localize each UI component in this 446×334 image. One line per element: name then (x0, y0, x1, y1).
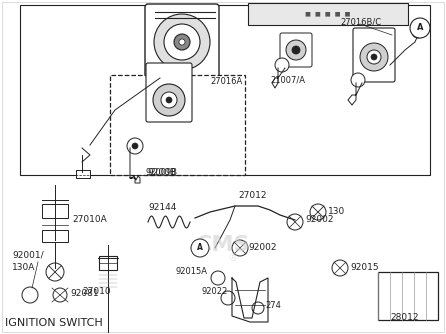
Text: CMS: CMS (196, 235, 250, 255)
Text: 92144: 92144 (148, 203, 176, 212)
Circle shape (371, 54, 377, 60)
Circle shape (22, 287, 38, 303)
Text: 28012: 28012 (390, 313, 418, 322)
Circle shape (211, 271, 225, 285)
Text: 274: 274 (265, 302, 281, 311)
Circle shape (154, 14, 210, 70)
Circle shape (132, 143, 138, 149)
FancyBboxPatch shape (42, 230, 68, 242)
Text: 92081: 92081 (70, 290, 99, 299)
Circle shape (179, 39, 185, 45)
Circle shape (46, 263, 64, 281)
FancyBboxPatch shape (110, 75, 245, 175)
Text: 92022: 92022 (202, 287, 228, 296)
Circle shape (310, 204, 326, 220)
Text: 27016A: 27016A (210, 77, 242, 87)
Text: 92002: 92002 (248, 243, 277, 253)
Circle shape (286, 40, 306, 60)
Text: 92009B: 92009B (146, 168, 178, 177)
Circle shape (53, 288, 67, 302)
Circle shape (410, 18, 430, 38)
Circle shape (292, 46, 300, 54)
Circle shape (161, 92, 177, 108)
Text: 92002: 92002 (305, 215, 334, 224)
Text: 92001/: 92001/ (12, 250, 44, 260)
FancyBboxPatch shape (99, 256, 117, 270)
Circle shape (174, 34, 190, 50)
FancyBboxPatch shape (2, 2, 444, 332)
Text: ■  ■  ■  ■  ■: ■ ■ ■ ■ ■ (306, 11, 351, 16)
Text: 130A: 130A (12, 264, 35, 273)
Circle shape (367, 50, 381, 64)
FancyBboxPatch shape (145, 4, 219, 78)
Text: 27010: 27010 (82, 288, 111, 297)
Text: ®: ® (227, 253, 239, 263)
Circle shape (153, 84, 185, 116)
Text: 9200B: 9200B (148, 168, 177, 177)
Circle shape (287, 214, 303, 230)
Text: 92015A: 92015A (175, 268, 207, 277)
FancyBboxPatch shape (42, 204, 68, 218)
FancyBboxPatch shape (146, 63, 192, 122)
Circle shape (351, 73, 365, 87)
Circle shape (252, 302, 264, 314)
Text: A: A (197, 243, 203, 253)
Text: 27012: 27012 (238, 190, 267, 199)
Text: IGNITION SWITCH: IGNITION SWITCH (5, 318, 103, 328)
Text: 92015: 92015 (350, 264, 379, 273)
Circle shape (221, 291, 235, 305)
Text: 21007/A: 21007/A (270, 75, 305, 85)
FancyBboxPatch shape (20, 5, 430, 175)
Text: 27010A: 27010A (72, 215, 107, 224)
FancyBboxPatch shape (76, 170, 90, 178)
Text: A: A (417, 23, 423, 32)
Circle shape (164, 24, 200, 60)
Circle shape (232, 240, 248, 256)
Text: 27016B/C: 27016B/C (340, 17, 381, 26)
Circle shape (332, 260, 348, 276)
Circle shape (166, 97, 172, 103)
FancyBboxPatch shape (248, 3, 408, 25)
FancyBboxPatch shape (353, 28, 395, 82)
FancyBboxPatch shape (280, 33, 312, 67)
Text: 130: 130 (328, 207, 345, 216)
Circle shape (412, 26, 424, 38)
Circle shape (275, 58, 289, 72)
Circle shape (127, 138, 143, 154)
FancyBboxPatch shape (378, 272, 438, 320)
Circle shape (191, 239, 209, 257)
Circle shape (360, 43, 388, 71)
